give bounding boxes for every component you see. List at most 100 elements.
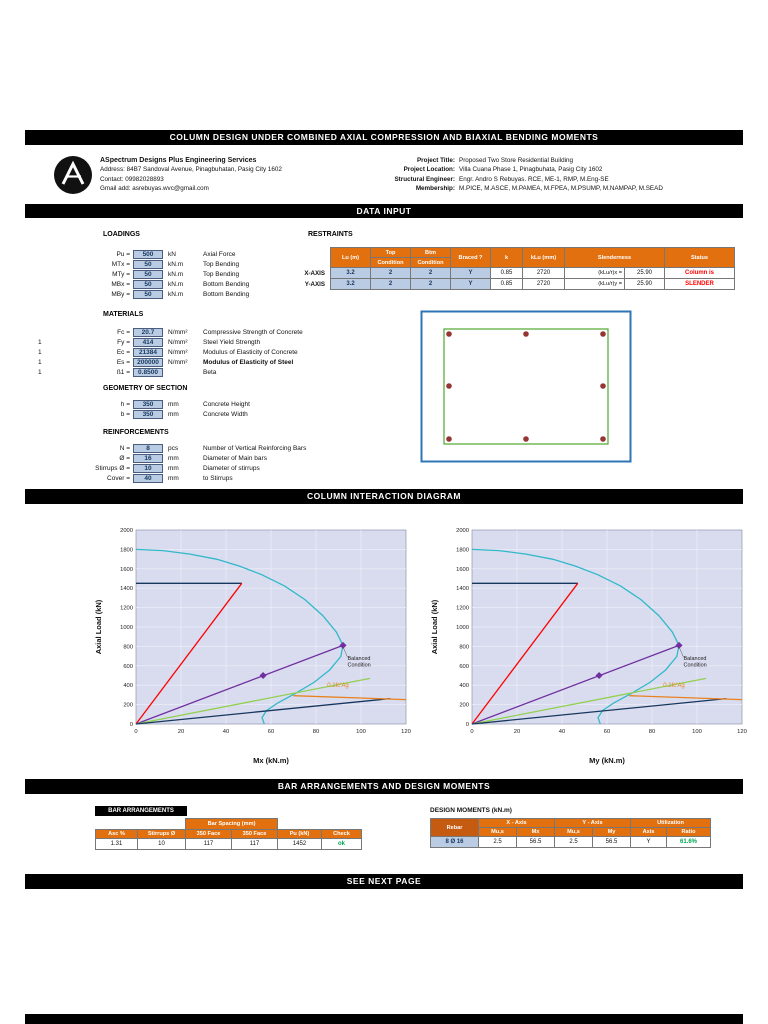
row-mark: 1 [38,359,42,366]
h-unit: mm [168,401,179,408]
header-y-axis: Y - Axis [554,818,631,828]
mby-input[interactable]: 50 [133,290,163,299]
subheader-x-mus: Mu,s [478,827,517,837]
fc-desc: Compressive Strength of Concrete [203,329,303,336]
fc-input[interactable]: 20.7 [133,328,163,337]
pu-input[interactable]: 500 [133,250,163,259]
header-rebar: Rebar [430,818,479,837]
beta-input[interactable]: 0.8500 [133,368,163,377]
header-slenderness: Slenderness [564,247,665,268]
field-row-stirrups: Stirrups Ø = 10 mm Diameter of stirrups [30,464,500,474]
field-row-mtx: MTx = 50 kN.m Top Bending [30,260,500,270]
svg-text:120: 120 [401,729,411,735]
face1-spacing-value: 117 [185,838,232,850]
x-top-input[interactable]: 2 [370,267,411,279]
rebar-value: 8 Ø 16 [430,836,479,848]
header-check: Check [321,829,362,839]
membership-value: M.PICE, M.ASCE, M.PAMEA, M.FPEA, M.PSUMP… [459,184,663,192]
y-braced-input[interactable]: Y [450,278,491,290]
subheader-y-mus: Mu,s [554,827,593,837]
x-btm-input[interactable]: 2 [410,267,451,279]
svg-text:60: 60 [268,729,274,735]
es-input[interactable]: 200000 [133,358,163,367]
design-moments-table: Rebar X - Axis Y - Axis Utilization Mu,s… [430,818,712,848]
field-row-mby: MBy = 50 kN.m Bottom Bending [30,290,500,300]
mtx-desc: Top Bending [203,261,240,268]
cover-unit: mm [168,475,179,482]
svg-text:1000: 1000 [120,625,133,631]
svg-text:400: 400 [459,683,469,689]
svg-text:200: 200 [459,703,469,709]
field-row-es: 1 Es = 200000 N/mm² Modulus of Elasticit… [30,358,500,368]
y-btm-input[interactable]: 2 [410,278,451,290]
bar-arrangements-table: Bar Spacing (mm) Asc % Stirrups Ø 350 Fa… [95,818,362,850]
project-info: Project Title: Proposed Two Store Reside… [360,156,745,193]
x-braced-input[interactable]: Y [450,267,491,279]
svg-text:1800: 1800 [120,547,133,553]
field-row-fy: 1 Fy = 414 N/mm² Steel Yield Strength [30,338,500,348]
mtx-input[interactable]: 50 [133,260,163,269]
company-email[interactable]: Gmail add: asrebuyas.wvc@gmail.com [100,184,209,192]
fy-desc: Steel Yield Strength [203,339,261,346]
header-k: k [490,247,523,268]
structural-engineer-row: Structural Engineer: Engr. Andro S Rebuy… [360,175,745,184]
mby-label: MBy = [111,291,130,298]
svg-text:800: 800 [459,644,469,650]
svg-text:120: 120 [737,729,747,735]
y-slenderness-label: (kLu/r)y = [564,278,625,290]
bardia-input[interactable]: 16 [133,454,163,463]
svg-text:Condition: Condition [348,663,371,669]
x-mus-value: 2.5 [478,836,517,848]
bardia-desc: Diameter of Main bars [203,455,267,462]
company-info: ASpectrum Designs Plus Engineering Servi… [100,156,282,193]
cover-input[interactable]: 40 [133,474,163,483]
subheader-my: My [592,827,631,837]
reinforcements-title: REINFORCEMENTS [103,429,169,436]
x-slenderness-value: 25.90 [624,267,665,279]
svg-text:1200: 1200 [120,606,133,612]
mbx-input[interactable]: 50 [133,280,163,289]
n-label: N = [119,445,130,452]
header-pu: Pu (kN) [277,829,322,839]
fy-input[interactable]: 414 [133,338,163,347]
header-top-condition: Condition [370,257,411,268]
restraints-table: Lu (m) Top Btm Braced ? k kLu (mm) Slend… [330,247,735,290]
svg-text:1800: 1800 [456,547,469,553]
svg-text:100: 100 [692,729,702,735]
stirrups-input[interactable]: 10 [133,464,163,473]
y-axis-row-label: Y-AXIS [304,281,325,288]
mty-desc: Top Bending [203,271,240,278]
h-input[interactable]: 350 [133,400,163,409]
svg-text:1400: 1400 [120,586,133,592]
company-address: Address: 84B7 Sandoval Avenue, Pinagbuha… [100,166,282,174]
svg-text:100: 100 [356,729,366,735]
section-bar-arrangements-moments: BAR ARRANGEMENTS AND DESIGN MOMENTS [25,779,743,794]
b-input[interactable]: 350 [133,410,163,419]
ec-input[interactable]: 21384 [133,348,163,357]
field-row-mbx: MBx = 50 kN.m Bottom Bending [30,280,500,290]
stirrups-value: 10 [137,838,186,850]
governing-axis-value: Y [630,836,667,848]
n-input[interactable]: 8 [133,444,163,453]
header-face-2: 350 Face [231,829,278,839]
section-diagram-drawing [420,310,632,463]
row-mark: 1 [38,349,42,356]
h-label: h = [120,401,130,408]
geometry-title: GEOMETRY OF SECTION [103,385,188,392]
svg-text:20: 20 [178,729,184,735]
x-k-value: 0.85 [490,267,523,279]
b-label: b = [120,411,130,418]
project-location-label: Project Location: [403,166,455,174]
x-status: Column is [664,267,735,279]
fc-label: Fc = [117,329,130,336]
table-row: 3.2 2 2 Y 0.85 2720 (kLu/r)x = 25.90 Col… [330,267,735,279]
y-lu-input[interactable]: 3.2 [330,278,371,290]
svg-text:0: 0 [470,729,473,735]
mty-input[interactable]: 50 [133,270,163,279]
section-bar-data-input: DATA INPUT [25,204,743,218]
check-status: ok [321,838,362,850]
y-top-input[interactable]: 2 [370,278,411,290]
header-btm: Btm [410,247,451,258]
x-lu-input[interactable]: 3.2 [330,267,371,279]
x-klu-value: 2720 [522,267,565,279]
